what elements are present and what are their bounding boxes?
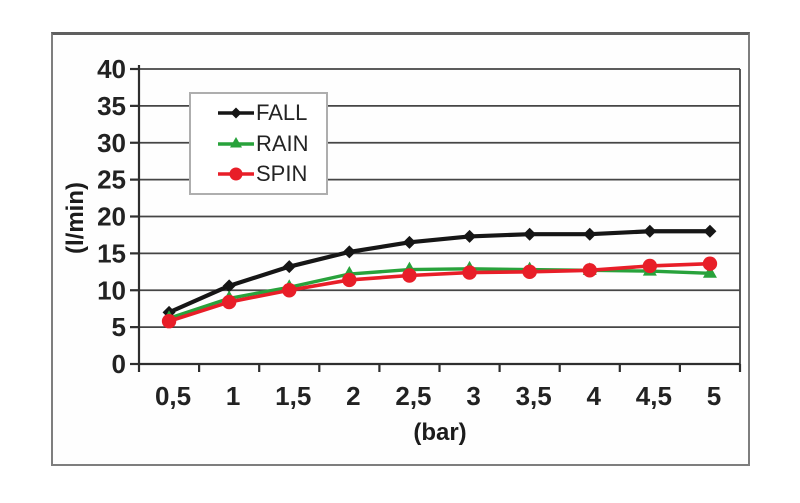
legend: FALL RAIN SPIN xyxy=(189,92,328,195)
legend-item-spin: SPIN xyxy=(217,161,326,187)
axes xyxy=(130,65,742,372)
chart-frame xyxy=(51,32,750,466)
legend-label: SPIN xyxy=(256,161,308,187)
marker-circle xyxy=(402,268,417,283)
marker-diamond xyxy=(342,245,356,259)
x-tick-label: 3 xyxy=(466,381,480,411)
marker-circle xyxy=(161,314,177,329)
marker-circle xyxy=(702,256,718,271)
x-tick-label: 3,5 xyxy=(516,381,552,411)
marker-circle xyxy=(342,272,357,288)
series-line-fall xyxy=(166,229,713,315)
marker-triangle xyxy=(702,265,717,278)
x-tick-labels: 0,5 1 1,5 2 2,5 3 3,5 4 4,5 5 xyxy=(155,381,721,411)
y-tick-label: 25 xyxy=(97,165,126,195)
y-tick-label: 0 xyxy=(112,349,126,379)
y-tick-label: 10 xyxy=(97,275,126,305)
marker-diamond xyxy=(222,279,236,293)
x-axis-title: (bar) xyxy=(413,419,467,446)
x-tick-label: 5 xyxy=(707,381,721,411)
y-tick-label: 30 xyxy=(97,128,126,158)
legend-marker-spin-icon xyxy=(218,167,254,181)
y-axis-title: (l/min) xyxy=(62,182,89,254)
marker-diamond xyxy=(463,229,477,243)
y-tick-label: 5 xyxy=(112,312,126,342)
marker-diamond xyxy=(643,224,657,238)
series-line-spin xyxy=(167,261,712,324)
y-tick-label: 40 xyxy=(97,54,126,84)
x-tick-label: 4 xyxy=(587,381,602,411)
y-tick-label: 35 xyxy=(97,91,126,121)
x-tick-label: 1,5 xyxy=(275,381,311,411)
marker-diamond xyxy=(230,107,242,119)
marker-circle xyxy=(221,294,237,310)
legend-item-fall: FALL xyxy=(217,99,326,125)
marker-circle xyxy=(582,263,597,278)
marker-circle xyxy=(462,265,477,280)
marker-diamond xyxy=(282,260,296,274)
marker-circle xyxy=(229,167,243,181)
legend-marker-rain-icon xyxy=(218,136,254,147)
legend-item-rain: RAIN xyxy=(217,130,326,156)
y-tick-label: 15 xyxy=(97,238,126,268)
series-fall xyxy=(162,224,717,319)
marker-triangle xyxy=(230,136,242,147)
legend-label: FALL xyxy=(256,99,308,125)
series-line-rain xyxy=(167,267,712,320)
x-tick-label: 2,5 xyxy=(395,381,431,411)
marker-diamond xyxy=(703,224,717,238)
marker-circle xyxy=(282,283,297,298)
x-tick-label: 2 xyxy=(346,381,360,411)
legend-marker-fall-icon xyxy=(218,107,254,119)
y-tick-labels: 0 5 10 15 20 25 30 35 40 xyxy=(97,54,126,379)
marker-circle xyxy=(522,264,537,280)
marker-diamond xyxy=(523,227,537,241)
y-tick-label: 20 xyxy=(97,202,126,232)
marker-circle xyxy=(642,258,658,274)
marker-diamond xyxy=(402,235,416,249)
series-spin xyxy=(161,256,718,329)
marker-diamond xyxy=(583,227,597,241)
legend-label: RAIN xyxy=(256,130,309,156)
x-tick-label: 4,5 xyxy=(636,381,672,411)
series-rain xyxy=(162,260,717,323)
x-tick-label: 0,5 xyxy=(155,381,191,411)
x-tick-label: 1 xyxy=(226,381,240,411)
